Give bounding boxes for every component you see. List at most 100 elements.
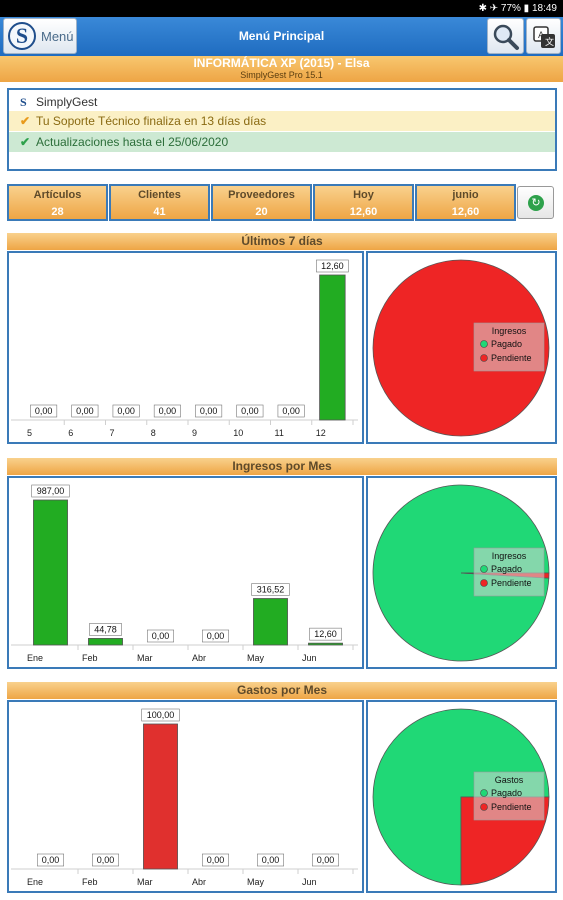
stat-value: 12,60 <box>451 206 480 218</box>
bar <box>143 723 178 870</box>
stat-label: Hoy <box>353 189 374 201</box>
x-tick-label: May <box>247 653 265 663</box>
stat-label: Clientes <box>138 189 181 201</box>
data-label-box <box>251 583 290 596</box>
info-line-updates-text: Actualizaciones hasta el 25/06/2020 <box>36 135 229 149</box>
data-label: 12,60 <box>314 629 337 639</box>
pie-chart-gastos: Gastos Pagado Pendiente <box>366 700 557 893</box>
data-label-box <box>309 627 342 641</box>
stat-clientes[interactable]: Clientes 41 <box>109 184 210 221</box>
x-tick-label: Mar <box>137 653 153 663</box>
data-label-box <box>202 853 230 867</box>
x-tick-label: 6 <box>68 428 73 438</box>
x-tick-label: Jun <box>302 653 317 663</box>
search-icon <box>493 24 519 50</box>
pie-chart-last7: Ingresos Pagado Pendiente <box>366 251 557 444</box>
x-tick-label: Feb <box>82 877 98 887</box>
legend-entry: Pagado <box>491 788 522 798</box>
x-tick-label: 12 <box>316 428 326 438</box>
page-title: Menú Principal <box>238 29 325 43</box>
menu-button[interactable]: S Menú <box>3 18 77 54</box>
x-tick-label: Ene <box>27 877 43 887</box>
data-label-box <box>195 404 223 418</box>
data-label: 0,00 <box>35 406 53 416</box>
bar <box>308 642 343 646</box>
data-label-box <box>236 404 264 418</box>
data-label-box <box>257 853 285 867</box>
simplygest-icon: S <box>20 95 27 109</box>
data-label: 0,00 <box>42 855 60 865</box>
legend-box <box>473 547 545 597</box>
legend-swatch <box>480 789 488 797</box>
legend-entry: Pendiente <box>491 353 532 363</box>
info-line-support-text: Tu Soporte Técnico finaliza en 13 días d… <box>36 114 267 128</box>
stat-value: 12,60 <box>349 206 378 218</box>
svg-text:文: 文 <box>545 36 554 48</box>
search-button[interactable] <box>487 18 524 54</box>
section-header-last7: Últimos 7 días <box>7 233 557 250</box>
svg-text:A: A <box>538 31 545 41</box>
pie-chart-svg: Gastos Pagado Pendiente <box>372 708 550 886</box>
refresh-button[interactable]: ↻ <box>517 186 554 219</box>
info-panel: S SimplyGest ✔ Tu Soporte Técnico finaliza… <box>7 88 557 171</box>
data-label: 0,00 <box>241 406 259 416</box>
legend-entry: Pagado <box>491 564 522 574</box>
data-label: 0,00 <box>200 406 218 416</box>
bar <box>88 638 123 646</box>
data-label: 100,00 <box>147 710 175 720</box>
data-label-box <box>311 853 339 867</box>
data-label-box <box>316 259 349 273</box>
stat-label: Proveedores <box>228 189 295 201</box>
legend-swatch <box>480 340 488 348</box>
data-label: 987,00 <box>37 486 65 496</box>
bar <box>319 274 346 421</box>
status-bar: ✱ ✈ 77% ▮ 18:49 <box>0 0 563 17</box>
data-label: 316,52 <box>257 585 285 595</box>
bar <box>253 598 288 646</box>
data-label: 0,00 <box>207 631 225 641</box>
company-banner: INFORMÁTICA XP (2015) - Elsa SimplyGest … <box>0 56 563 82</box>
pie-chart-svg: Ingresos Pagado Pendiente <box>372 484 550 662</box>
stat-proveedores[interactable]: Proveedores 20 <box>211 184 312 221</box>
x-tick-label: Abr <box>192 653 206 663</box>
data-label: 0,00 <box>207 855 225 865</box>
info-line-updates: ✔ Actualizaciones hasta el 25/06/2020 <box>9 132 555 152</box>
legend-entry: Pendiente <box>491 802 532 812</box>
x-tick-label: 8 <box>151 428 156 438</box>
pie-chart-ingresos: Ingresos Pagado Pendiente <box>366 476 557 669</box>
stat-articulos[interactable]: Artículos 28 <box>7 184 108 221</box>
data-label-box <box>31 484 70 498</box>
info-line-app: S SimplyGest <box>9 92 555 112</box>
x-tick-label: Feb <box>82 653 98 663</box>
section-header-gastos: Gastos por Mes <box>7 682 557 699</box>
data-label-box <box>112 404 140 418</box>
language-button[interactable]: A 文 <box>526 18 561 54</box>
bar-chart-last7: 0,00 5 0,00 6 0,00 7 0,00 8 0,00 9 0,00 10 0,00 11 12,… <box>7 251 364 444</box>
data-label-box <box>153 404 181 418</box>
legend-swatch <box>480 803 488 811</box>
info-line-support: ✔ Tu Soporte Técnico finaliza en 13 días … <box>9 111 555 131</box>
stat-value: 41 <box>153 206 166 218</box>
app-bar: S Menú Menú Principal A 文 <box>0 17 563 56</box>
legend-swatch <box>480 565 488 573</box>
pie-slice <box>372 259 550 437</box>
bar-chart-svg: 987,00 Ene 44,78 Feb 0,00 Mar 0,00 Abr 316,52 May… <box>11 484 358 663</box>
stat-value: 20 <box>255 206 268 218</box>
stat-value: 28 <box>51 206 64 218</box>
legend-swatch <box>480 354 488 362</box>
stat-label: junio <box>452 189 479 201</box>
legend-title: Ingresos <box>492 326 527 336</box>
stat-label: Artículos <box>33 189 82 201</box>
data-label-box <box>277 404 305 418</box>
translate-icon: A 文 <box>533 26 555 48</box>
pie-chart-svg: Ingresos Pagado Pendiente <box>372 259 550 437</box>
x-tick-label: Jun <box>302 877 317 887</box>
stat-mes[interactable]: junio 12,60 <box>415 184 516 221</box>
data-label: 0,00 <box>152 631 170 641</box>
x-tick-label: 9 <box>192 428 197 438</box>
check-icon: ✔ <box>20 135 31 149</box>
legend-title: Gastos <box>495 775 524 785</box>
x-tick-label: Abr <box>192 877 206 887</box>
bar-chart-svg: 0,00 Ene 0,00 Feb 100,00 Mar 0,00 Abr 0,00 May 0,0… <box>11 708 358 887</box>
stat-hoy[interactable]: Hoy 12,60 <box>313 184 414 221</box>
